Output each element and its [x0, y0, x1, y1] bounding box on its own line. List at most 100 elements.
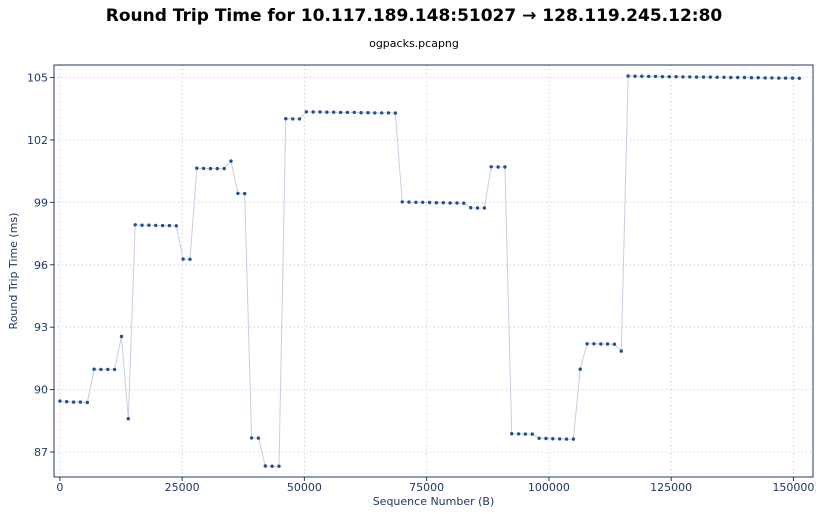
data-point [65, 400, 69, 404]
data-point [119, 334, 124, 339]
data-point [352, 110, 356, 115]
data-point [373, 111, 377, 115]
data-point [578, 367, 582, 371]
data-point [564, 437, 569, 441]
y-tick-label: 93 [34, 321, 48, 334]
data-point [147, 223, 151, 227]
data-point [427, 200, 432, 205]
data-point [133, 223, 137, 227]
data-point [783, 76, 788, 80]
data-point [667, 75, 671, 79]
data-point [222, 166, 226, 171]
x-tick-label: 25000 [165, 481, 200, 494]
data-point [790, 76, 795, 80]
data-point [311, 110, 315, 114]
x-tick-label: 75000 [409, 481, 444, 494]
data-point [592, 342, 596, 346]
data-point [496, 165, 500, 169]
data-point [58, 399, 62, 403]
data-point [112, 367, 117, 372]
data-point [688, 75, 692, 79]
x-tick-label: 125000 [650, 481, 692, 494]
data-point [469, 206, 473, 210]
data-point [270, 464, 274, 468]
data-point [243, 191, 247, 196]
data-point [551, 437, 555, 441]
axis-ticks: 0 25000 50000 75000 100000 125000 150000 87 90 93… [27, 71, 814, 494]
data-point [585, 342, 589, 346]
data-point [448, 201, 452, 205]
data-point [455, 201, 459, 205]
data-point [421, 200, 425, 204]
data-point [215, 166, 219, 171]
data-point [277, 464, 281, 468]
x-tick-label: 100000 [528, 481, 570, 494]
data-point [510, 432, 514, 436]
chart-title: Round Trip Time for 10.117.189.148:51027… [105, 6, 723, 26]
data-point [201, 166, 206, 171]
data-point [434, 201, 439, 205]
data-point [503, 165, 507, 169]
data-point [304, 110, 308, 114]
y-tick-label: 96 [34, 259, 48, 272]
data-point [256, 436, 261, 440]
data-point [249, 436, 254, 440]
data-point [749, 76, 754, 80]
x-axis-label: Sequence Number (B) [373, 495, 495, 508]
x-tick-label: 50000 [287, 481, 322, 494]
data-point [181, 257, 185, 261]
y-tick-label: 87 [34, 446, 48, 459]
data-point [393, 111, 398, 115]
data-point [797, 76, 801, 81]
data-point [229, 159, 233, 163]
data-point [174, 224, 178, 228]
grid-lines [54, 65, 813, 477]
data-point [154, 223, 158, 228]
y-tick-label: 90 [34, 384, 48, 397]
data-point [236, 191, 240, 196]
data-point [640, 74, 644, 78]
data-point [763, 76, 767, 80]
data-point [263, 464, 267, 468]
data-point [571, 437, 576, 441]
data-point [188, 257, 192, 261]
data-point [736, 75, 740, 80]
data-point [715, 75, 719, 80]
data-point [140, 223, 144, 227]
data-point [619, 349, 623, 353]
data-point [386, 111, 391, 115]
data-point [160, 223, 165, 228]
data-point [441, 201, 445, 205]
data-point [756, 76, 760, 80]
data-point [414, 200, 418, 204]
data-point [722, 75, 726, 80]
data-point [674, 75, 678, 79]
data-point [99, 367, 103, 372]
data-point [770, 76, 774, 80]
data-point [482, 206, 487, 210]
y-tick-label: 105 [27, 71, 48, 84]
data-point [605, 342, 610, 346]
data-point [653, 74, 658, 79]
data-point [708, 75, 712, 79]
data-point [729, 75, 733, 80]
x-tick-label: 0 [56, 481, 63, 494]
data-point [318, 110, 322, 114]
data-point [537, 436, 541, 440]
series-polyline [59, 75, 800, 467]
data-point [85, 400, 90, 405]
data-point [291, 117, 295, 121]
data-point [462, 201, 466, 205]
data-point [297, 117, 302, 121]
data-point [544, 436, 548, 441]
data-point [475, 206, 480, 210]
data-point [660, 75, 665, 79]
y-tick-label: 102 [27, 134, 48, 147]
data-point [530, 432, 534, 436]
data-point [407, 200, 411, 204]
data-point [359, 111, 363, 115]
series-points [58, 74, 801, 468]
data-point [380, 111, 384, 115]
data-point [332, 110, 336, 114]
